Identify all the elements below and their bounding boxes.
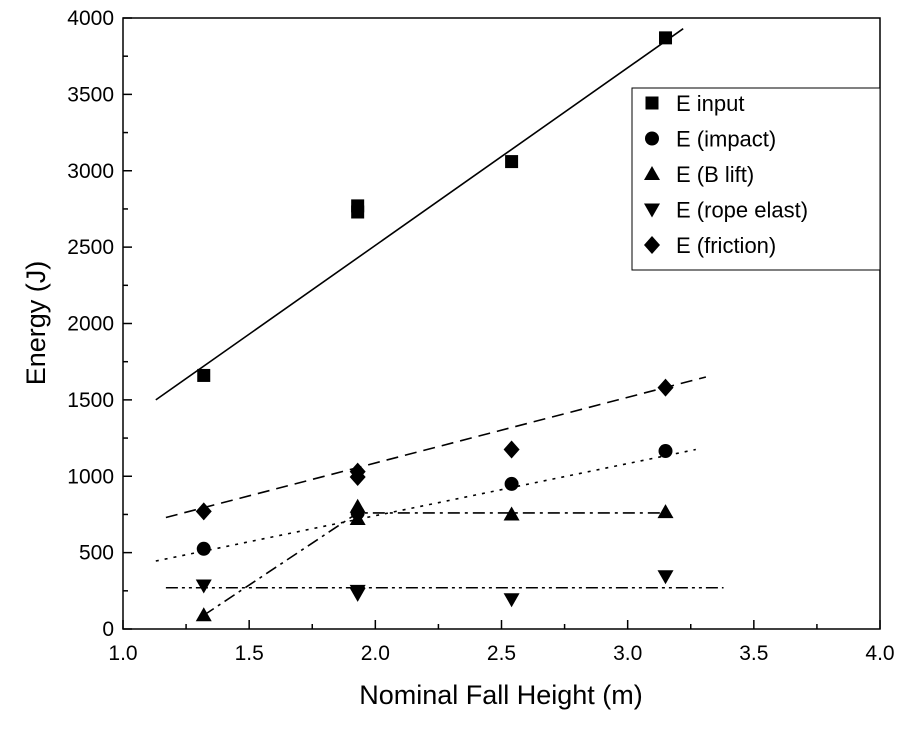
legend-label-e-rope-elast: E (rope elast): [676, 198, 808, 223]
y-tick-label: 3500: [67, 83, 114, 106]
legend-marker-e-impact: [645, 131, 659, 146]
point-e-input: [351, 199, 365, 213]
point-e-friction: [349, 468, 366, 487]
y-axis-title: Energy (J): [21, 261, 51, 386]
y-tick-label: 1000: [67, 465, 114, 488]
point-e-friction: [657, 378, 674, 397]
point-e-rope-elast: [657, 570, 674, 585]
point-e-input: [505, 155, 519, 169]
legend-label-e-b-lift: E (B lift): [676, 162, 754, 187]
fit-line-e-friction: [165, 376, 707, 519]
x-tick-label: 3.0: [613, 642, 642, 665]
point-e-friction: [503, 440, 520, 459]
x-tick-label: 3.5: [739, 642, 768, 665]
y-tick-label: 4000: [67, 7, 114, 30]
legend-marker-e-friction: [644, 236, 660, 254]
y-tick-label: 0: [102, 618, 114, 641]
point-e-rope-elast: [503, 593, 520, 608]
legend-label-e-impact: E (impact): [676, 127, 776, 152]
legend-marker-e-rope-elast: [644, 203, 660, 218]
x-tick-label: 2.0: [361, 642, 390, 665]
legend-label-e-input: E input: [676, 91, 745, 116]
x-tick-label: 1.0: [108, 642, 137, 665]
point-e-impact: [504, 476, 519, 491]
point-e-friction: [195, 502, 212, 521]
point-e-impact: [196, 541, 211, 556]
x-tick-label: 4.0: [865, 642, 894, 665]
x-tick-label: 1.5: [235, 642, 264, 665]
point-e-b-lift: [349, 498, 366, 513]
y-axis-ticks: 0 500 1000 1500 2000 2500 3000 3500 4000: [67, 7, 132, 641]
legend-label-e-friction: E (friction): [676, 233, 776, 258]
legend-box: [631, 87, 881, 271]
point-e-rope-elast: [349, 587, 366, 602]
point-e-rope-elast: [195, 579, 212, 594]
point-e-b-lift: [503, 506, 520, 521]
data-markers: [195, 31, 674, 622]
point-e-input: [659, 31, 673, 45]
x-axis-ticks: 1.0 1.5 2.0 2.5 3.0 3.5 4.0: [108, 620, 895, 665]
y-tick-label: 2000: [67, 313, 114, 336]
point-e-impact: [658, 444, 673, 459]
legend-marker-e-input: [645, 96, 659, 110]
fit-line-e-input: [155, 28, 684, 401]
fit-line-e-b-lift: [203, 512, 666, 616]
point-e-b-lift: [349, 511, 366, 526]
y-tick-label: 500: [79, 542, 114, 565]
x-tick-label: 2.5: [487, 642, 516, 665]
point-e-input: [197, 368, 211, 382]
x-axis-title: Nominal Fall Height (m): [359, 680, 643, 710]
y-tick-label: 2500: [67, 236, 114, 259]
y-tick-label: 1500: [67, 389, 114, 412]
legend: E input E (impact) E (B lift) E (rope elast…: [631, 87, 881, 271]
y-tick-label: 3000: [67, 160, 114, 183]
legend-marker-e-b-lift: [644, 166, 660, 180]
point-e-b-lift: [195, 607, 212, 622]
fit-line-e-impact: [155, 448, 696, 562]
point-e-b-lift: [657, 504, 674, 519]
